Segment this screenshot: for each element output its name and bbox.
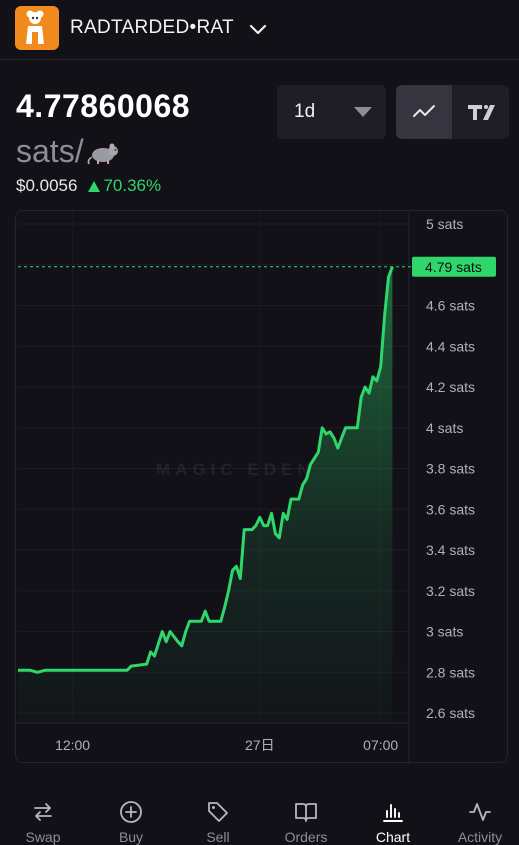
y-tick-label: 2.8 sats — [426, 664, 475, 680]
interval-label: 1d — [294, 101, 316, 122]
activity-icon — [469, 803, 491, 821]
price-unit-row: sats/ — [16, 132, 120, 170]
tab-label: Swap — [25, 829, 61, 845]
price-change-value: 70.36% — [103, 176, 162, 195]
y-tick-label: 4.2 sats — [426, 379, 475, 395]
tab-label: Orders — [284, 829, 328, 845]
x-tick-label: 27日 — [245, 737, 275, 753]
y-tick-label: 3.6 sats — [426, 501, 475, 517]
tab-chart[interactable]: Chart — [350, 788, 436, 845]
tab-sell[interactable]: Sell — [175, 788, 261, 845]
caret-down-icon — [354, 107, 372, 117]
y-tick-label: 3.4 sats — [426, 542, 475, 558]
y-tick-label: 4 sats — [426, 420, 463, 436]
rat-icon — [87, 143, 118, 165]
tab-label: Sell — [206, 829, 230, 845]
chart-watermark: MAGIC EDEN — [156, 460, 315, 479]
chart-mode-toggle — [396, 85, 509, 139]
price-usd-row: $0.0056 70.36% — [16, 176, 161, 196]
candlestick-mode-button[interactable] — [452, 85, 509, 139]
tab-buy[interactable]: Buy — [88, 788, 174, 845]
current-price-badge: 4.79 sats — [412, 256, 496, 277]
tab-activity[interactable]: Activity — [437, 788, 519, 845]
app-header: RADTARDED•RAT — [0, 0, 519, 60]
tab-label: Buy — [118, 829, 144, 845]
token-logo[interactable] — [15, 6, 59, 50]
y-tick-label: 5 sats — [426, 216, 463, 232]
token-name[interactable]: RADTARDED•RAT — [70, 17, 234, 38]
tab-orders[interactable]: Orders — [263, 788, 349, 845]
price-unit: sats/ — [16, 132, 84, 169]
current-price: 4.77860068 — [16, 88, 191, 124]
interval-select[interactable]: 1d — [277, 85, 386, 139]
triangle-up-icon — [88, 180, 101, 192]
tab-label: Activity — [457, 829, 503, 845]
bar-chart-icon — [383, 804, 403, 822]
tag-icon — [208, 802, 228, 822]
swap-icon — [34, 803, 52, 821]
y-tick-label: 4.6 sats — [426, 298, 475, 314]
bottom-tab-bar: Swap Buy Sell Orders Chart Activity — [0, 788, 519, 845]
price-line — [18, 266, 394, 674]
price-usd: $0.0056 — [16, 176, 78, 195]
tab-swap[interactable]: Swap — [0, 788, 86, 845]
y-tick-label: 2.6 sats — [426, 705, 475, 721]
tab-label: Chart — [375, 829, 411, 845]
book-icon — [295, 803, 317, 822]
y-tick-label: 3.8 sats — [426, 461, 475, 477]
x-tick-label: 12:00 — [55, 737, 90, 753]
price-area — [18, 266, 393, 723]
x-tick-label: 07:00 — [363, 737, 398, 753]
price-change: 70.36% — [88, 176, 161, 196]
y-tick-label: 4.4 sats — [426, 338, 475, 354]
current-price-label: 4.79 sats — [425, 259, 482, 275]
chevron-down-icon[interactable] — [247, 18, 269, 40]
line-mode-button[interactable] — [396, 85, 452, 139]
line-chart-icon — [413, 105, 435, 117]
y-tick-label: 3 sats — [426, 624, 463, 640]
candlestick-icon — [468, 105, 495, 120]
plus-circle-icon — [120, 801, 142, 823]
y-tick-label: 3.2 sats — [426, 583, 475, 599]
